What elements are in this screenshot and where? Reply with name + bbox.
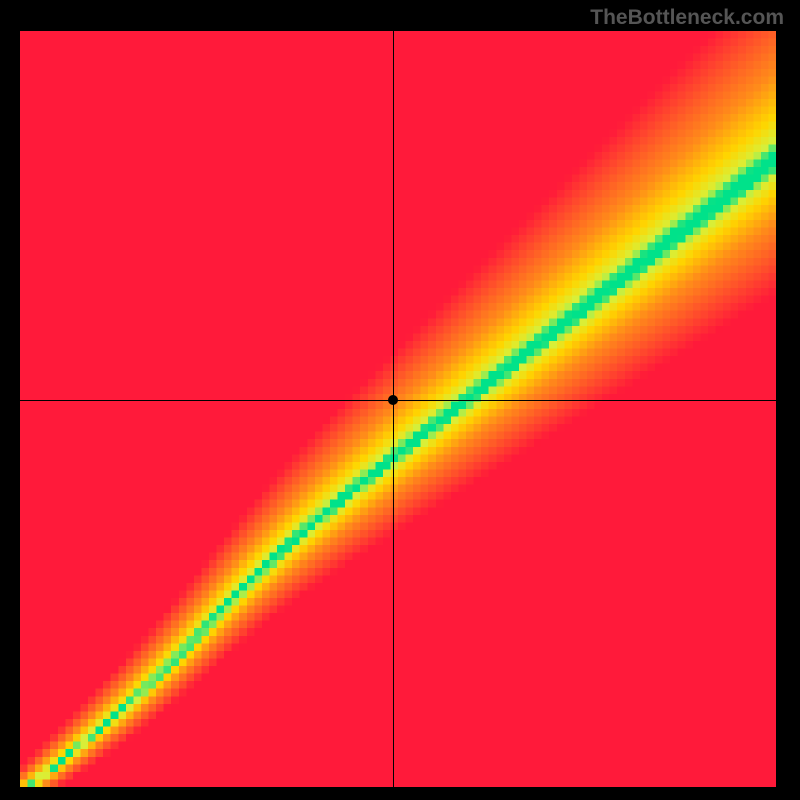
crosshair-marker	[388, 395, 398, 405]
watermark-text: TheBottleneck.com	[590, 6, 784, 30]
plot-frame	[20, 31, 776, 787]
heatmap-canvas	[20, 31, 776, 787]
crosshair-horizontal	[20, 400, 776, 401]
crosshair-vertical	[393, 31, 394, 787]
